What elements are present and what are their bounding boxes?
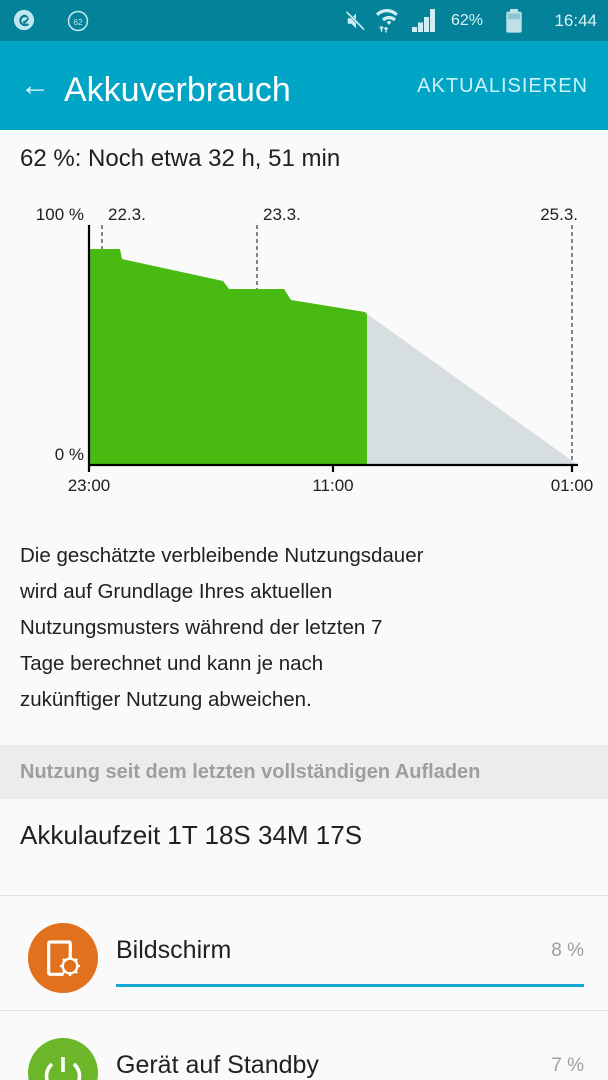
svg-text:22.3.: 22.3. (108, 205, 146, 224)
svg-text:11:00: 11:00 (312, 476, 353, 495)
svg-text:01:00: 01:00 (551, 476, 594, 495)
svg-text:62: 62 (73, 18, 83, 27)
svg-text:0 %: 0 % (55, 445, 84, 464)
svg-text:25.3.: 25.3. (540, 205, 578, 224)
svg-text:100 %: 100 % (36, 205, 84, 224)
svg-text:23.3.: 23.3. (263, 205, 301, 224)
svg-text:23:00: 23:00 (68, 476, 111, 495)
